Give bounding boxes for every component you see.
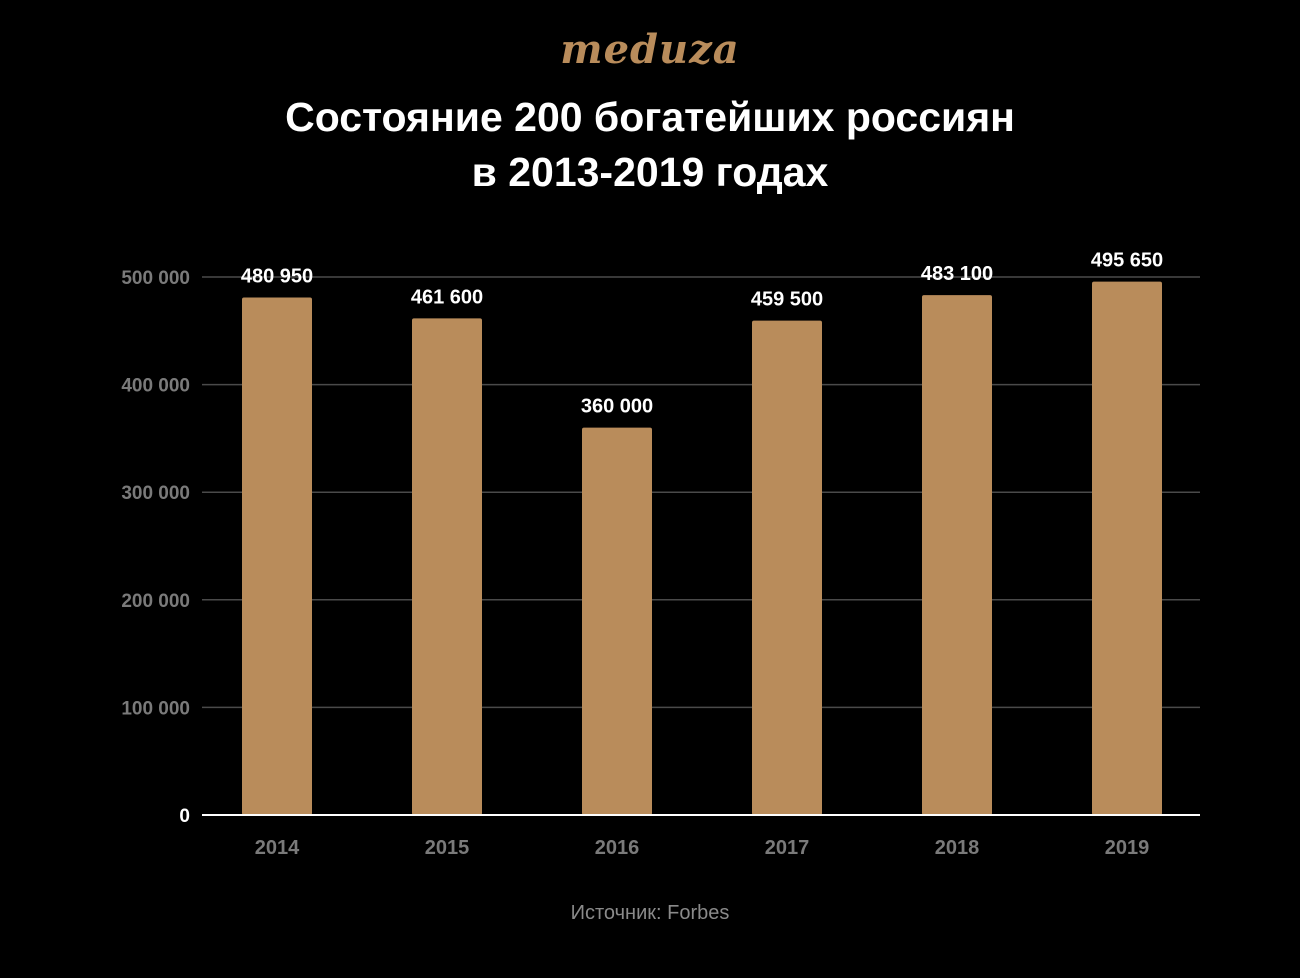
meduza-logo: meduza (560, 26, 740, 73)
bar-2014 (242, 297, 312, 815)
bar-2019 (1092, 281, 1162, 815)
bar-value-label: 461 600 (411, 286, 483, 308)
x-tick-label: 2014 (255, 837, 300, 859)
y-tick-label: 300 000 (121, 483, 190, 504)
bar-2018 (922, 295, 992, 815)
y-tick-label: 100 000 (121, 698, 190, 719)
bar-value-label: 483 100 (921, 263, 993, 285)
source-note: Источник: Forbes (570, 902, 730, 924)
bar-2017 (752, 320, 822, 815)
bar-value-label: 495 650 (1091, 250, 1163, 272)
y-tick-label: 500 000 (121, 268, 190, 289)
y-tick-label: 0 (179, 806, 190, 827)
chart-title: Состояние 200 богатейших россиян в 2013-… (0, 90, 1300, 200)
bar-2015 (412, 318, 482, 815)
x-tick-label: 2018 (935, 837, 980, 859)
bar-2016 (582, 427, 652, 815)
x-tick-label: 2019 (1105, 837, 1150, 859)
y-tick-label: 400 000 (121, 376, 190, 397)
chart-title-line-1: Состояние 200 богатейших россиян (285, 94, 1015, 140)
bar-value-label: 480 950 (241, 265, 313, 287)
bar-value-label: 360 000 (581, 396, 653, 418)
chart-title-line-2: в 2013-2019 годах (471, 149, 829, 195)
x-tick-label: 2016 (595, 837, 640, 859)
x-tick-label: 2015 (425, 837, 470, 859)
y-tick-label: 200 000 (121, 591, 190, 612)
x-tick-label: 2017 (765, 837, 810, 859)
bar-value-label: 459 500 (751, 289, 823, 311)
